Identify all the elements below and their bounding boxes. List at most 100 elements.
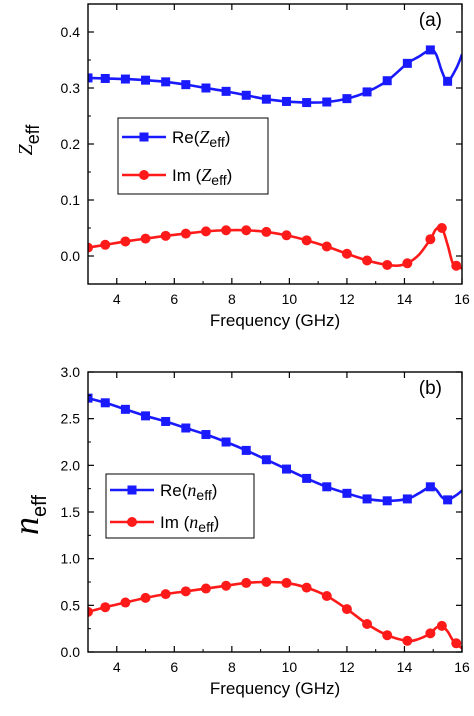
x-tick-label: 16 (454, 291, 470, 307)
data-point (160, 589, 171, 600)
legend-main: Z (201, 165, 212, 185)
data-point (362, 255, 373, 266)
data-point (100, 239, 111, 250)
legend-sub: eff (209, 134, 224, 150)
data-point (241, 90, 251, 100)
legend-sub: eff (198, 519, 213, 535)
legend-label: Im (neff) (160, 512, 219, 535)
data-point (301, 235, 312, 246)
data-point (181, 423, 191, 433)
x-tick-label: 10 (282, 291, 298, 307)
y-tick-label: 3.0 (61, 364, 81, 380)
x-tick-label: 6 (170, 659, 178, 675)
data-point (221, 580, 232, 591)
data-point (161, 416, 171, 426)
chart-panel-b: 4 6 8 10 12 14 16 Frequency (GHz) 0.0 0.5 1.0 1.5 2.… (6, 364, 470, 698)
data-point (402, 258, 413, 269)
x-axis-label: Frequency (GHz) (210, 311, 340, 330)
data-point (181, 80, 191, 90)
data-point (161, 77, 171, 87)
data-point (281, 230, 292, 241)
data-point (341, 604, 352, 615)
y-tick-label: 1.5 (61, 504, 81, 520)
y-tick-label: 0.2 (61, 136, 81, 152)
data-point (120, 236, 131, 247)
legend-label: Re(neff) (160, 480, 217, 503)
data-point (88, 73, 93, 83)
x-axis: 4 6 8 10 12 14 16 (87, 4, 470, 307)
data-point (120, 74, 130, 84)
series-im (88, 577, 462, 650)
legend-item-im: Im (Zeff) (122, 165, 232, 188)
y-axis-label: neff (6, 495, 51, 535)
data-point (302, 98, 312, 108)
data-point (301, 582, 312, 593)
data-point (362, 87, 372, 97)
data-point (443, 76, 453, 86)
data-point (160, 230, 171, 241)
data-point (180, 586, 191, 597)
legend-main: Z (199, 127, 210, 147)
data-point (100, 602, 111, 613)
y-tick-label: 0.0 (61, 644, 81, 660)
data-point (322, 97, 332, 107)
series-re (88, 393, 462, 506)
data-point (382, 630, 393, 641)
y-axis-label-sub: eff (29, 495, 51, 517)
y-tick-label: 0.0 (61, 248, 81, 264)
data-point (180, 228, 191, 239)
panel-label: (a) (419, 10, 442, 31)
data-point (425, 45, 435, 55)
legend-marker (139, 132, 149, 142)
data-point (443, 495, 453, 505)
legend-suffix: ) (225, 128, 231, 147)
legend: Re(neff) Im (neff) (105, 473, 255, 539)
data-point (382, 259, 393, 270)
legend-suffix: ) (212, 481, 218, 500)
legend-item-re: Re(Zeff) (122, 127, 230, 150)
y-tick-label: 1.0 (61, 551, 81, 567)
legend-prefix: Re( (172, 128, 200, 147)
data-point (221, 225, 232, 236)
data-point (362, 619, 373, 629)
data-point (88, 393, 93, 403)
y-tick-label: 2.0 (61, 457, 81, 473)
y-tick-label: 0.1 (61, 192, 81, 208)
legend: Re(Zeff)Im (Zeff) (117, 117, 269, 195)
y-axis: 0.0 0.1 0.2 0.3 0.4 (61, 24, 462, 264)
legend-item-im: Im (neff) (110, 512, 219, 535)
data-point (100, 73, 110, 83)
x-tick-label: 6 (170, 291, 178, 307)
data-point (322, 482, 332, 492)
data-point (402, 494, 412, 504)
data-point (342, 488, 352, 498)
data-point (261, 94, 271, 104)
data-point (382, 76, 392, 86)
legend-prefix: Re( (160, 481, 188, 500)
data-point (451, 260, 462, 271)
data-point (425, 482, 435, 492)
data-point (200, 583, 211, 594)
data-point (88, 242, 93, 253)
x-axis: 4 6 8 10 12 14 16 (87, 372, 470, 675)
legend-suffix: ) (227, 166, 233, 185)
data-point (261, 455, 271, 465)
data-point (341, 248, 352, 259)
y-axis-label: Zeff (15, 124, 43, 156)
legend-item-re: Re(neff) (110, 480, 217, 503)
data-point (436, 620, 447, 631)
legend-label: Re(Zeff) (172, 127, 230, 150)
data-point (261, 226, 272, 237)
data-point (302, 473, 312, 483)
data-point (120, 597, 131, 608)
y-tick-label: 0.3 (61, 80, 81, 96)
data-point (200, 226, 211, 237)
data-point (282, 464, 292, 474)
data-point (425, 628, 436, 639)
legend-marker (139, 170, 149, 180)
legend-sub: eff (196, 487, 211, 503)
legend-label: Im (Zeff) (172, 165, 232, 188)
data-point (241, 225, 252, 236)
data-point (141, 411, 151, 421)
